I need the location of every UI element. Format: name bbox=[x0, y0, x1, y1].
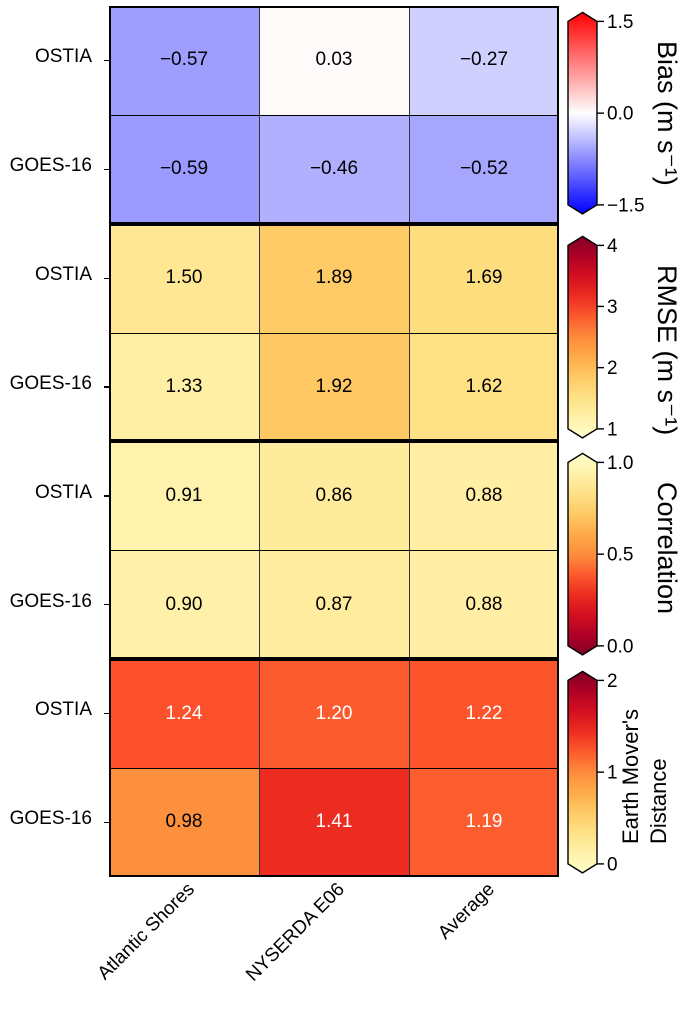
svg-text:Earth Mover's: Earth Mover's bbox=[618, 709, 643, 844]
svg-text:0.0: 0.0 bbox=[607, 104, 633, 125]
svg-text:0.5: 0.5 bbox=[607, 545, 633, 566]
svg-text:2: 2 bbox=[607, 358, 618, 379]
svg-text:1: 1 bbox=[607, 763, 618, 784]
svg-text:0: 0 bbox=[607, 855, 618, 876]
svg-text:Distance: Distance bbox=[646, 759, 671, 845]
svg-text:4: 4 bbox=[607, 236, 618, 257]
svg-text:2: 2 bbox=[607, 671, 618, 692]
svg-text:1.5: 1.5 bbox=[607, 12, 633, 33]
svg-text:Bias (m s⁻¹): Bias (m s⁻¹) bbox=[652, 41, 682, 186]
svg-text:RMSE (m s⁻¹): RMSE (m s⁻¹) bbox=[652, 265, 682, 435]
svg-text:0.0: 0.0 bbox=[607, 637, 633, 658]
svg-text:1.0: 1.0 bbox=[607, 453, 633, 474]
svg-text:3: 3 bbox=[607, 297, 618, 318]
svg-text:1: 1 bbox=[607, 419, 618, 440]
svg-text:Correlation: Correlation bbox=[652, 482, 682, 614]
svg-text:−1.5: −1.5 bbox=[607, 196, 645, 217]
